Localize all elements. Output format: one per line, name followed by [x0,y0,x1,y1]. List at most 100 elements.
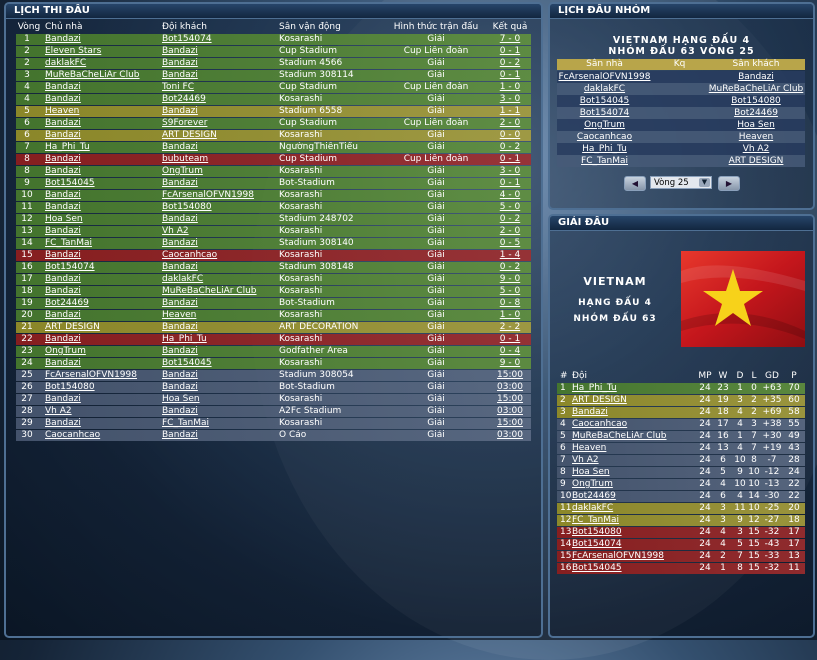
away-team-link[interactable]: Bandazi [162,70,198,80]
match-result-link[interactable]: 2 - 0 [499,226,521,236]
match-result-link[interactable]: 5 - 0 [499,202,521,212]
away-team-link[interactable]: Bandazi [162,346,198,356]
away-team-link[interactable]: Bot154080 [731,96,781,106]
match-result-link[interactable]: 1 - 4 [499,250,521,260]
home-team-link[interactable]: Bandazi [45,130,81,140]
home-team-link[interactable]: Hoa Sen [45,214,83,224]
home-team-link[interactable]: Bandazi [45,166,81,176]
match-result-link[interactable]: 0 - 5 [499,238,521,248]
match-result-link[interactable]: 2 - 0 [499,118,521,128]
away-team-link[interactable]: Bandazi [162,46,198,56]
away-team-link[interactable]: Bot154080 [162,202,212,212]
home-team-link[interactable]: Bandazi [45,394,81,404]
away-team-link[interactable]: Toni FC [162,82,195,92]
home-team-link[interactable]: Bandazi [45,250,81,260]
away-team-link[interactable]: Vh A2 [162,226,189,236]
match-result-link[interactable]: 3 - 0 [499,166,521,176]
team-link[interactable]: daklakFC [572,503,614,513]
away-team-link[interactable]: MuReBaCheLiAr Club [708,84,804,94]
away-team-link[interactable]: Bandazi [162,262,198,272]
team-link[interactable]: FcArsenalOFVN1998 [572,551,664,561]
away-team-link[interactable]: Bot24469 [162,94,206,104]
home-team-link[interactable]: Bot24469 [45,298,89,308]
match-result-link[interactable]: 2 - 2 [499,322,521,332]
team-link[interactable]: Heaven [572,443,607,453]
home-team-link[interactable]: Ha_Phi_Tu [582,144,627,154]
home-team-link[interactable]: Bot154074 [45,262,95,272]
home-team-link[interactable]: Heaven [45,106,80,116]
away-team-link[interactable]: MuReBaCheLiAr Club [162,286,257,296]
match-result-link[interactable]: 0 - 1 [499,46,521,56]
home-team-link[interactable]: FcArsenalOFVN1998 [558,72,651,82]
match-result-link[interactable]: 03:00 [497,382,523,392]
match-result-link[interactable]: 9 - 0 [499,274,521,284]
team-link[interactable]: MuReBaCheLiAr Club [572,431,667,441]
away-team-link[interactable]: OngTrum [162,166,203,176]
home-team-link[interactable]: Bandazi [45,190,81,200]
home-team-link[interactable]: Bot154074 [579,108,630,118]
away-team-link[interactable]: Bandazi [162,430,198,440]
away-team-link[interactable]: ART DESIGN [162,130,217,140]
away-team-link[interactable]: Heaven [738,132,774,142]
home-team-link[interactable]: Bandazi [45,334,81,344]
away-team-link[interactable]: Vh A2 [742,144,770,154]
match-result-link[interactable]: 0 - 1 [499,178,521,188]
away-team-link[interactable]: FC_TanMai [162,418,209,428]
away-team-link[interactable]: Bandazi [162,382,198,392]
match-result-link[interactable]: 0 - 1 [499,70,521,80]
away-team-link[interactable]: Bandazi [162,142,198,152]
match-result-link[interactable]: 0 - 2 [499,142,521,152]
away-team-link[interactable]: Hoa Sen [737,120,775,130]
away-team-link[interactable]: Bandazi [162,370,198,380]
match-result-link[interactable]: 0 - 8 [499,298,521,308]
away-team-link[interactable]: Bandazi [162,406,198,416]
home-team-link[interactable]: Bandazi [45,286,81,296]
home-team-link[interactable]: Bandazi [45,226,81,236]
match-result-link[interactable]: 5 - 0 [499,286,521,296]
team-link[interactable]: FC_TanMai [572,515,619,525]
away-team-link[interactable]: Bandazi [162,322,198,332]
match-result-link[interactable]: 15:00 [497,370,523,380]
match-result-link[interactable]: 0 - 2 [499,214,521,224]
home-team-link[interactable]: Bandazi [45,358,81,368]
home-team-link[interactable]: Caocanhcao [576,132,633,142]
home-team-link[interactable]: Bandazi [45,94,81,104]
away-team-link[interactable]: Bot24469 [734,108,778,118]
match-result-link[interactable]: 0 - 4 [499,346,521,356]
home-team-link[interactable]: MuReBaCheLiAr Club [45,70,140,80]
match-result-link[interactable]: 0 - 2 [499,58,521,68]
match-result-link[interactable]: 1 - 0 [499,310,521,320]
home-team-link[interactable]: Bot154045 [579,96,630,106]
away-team-link[interactable]: bubuteam [162,154,209,164]
home-team-link[interactable]: Caocanhcao [45,430,101,440]
home-team-link[interactable]: Bandazi [45,82,81,92]
away-team-link[interactable]: Heaven [162,310,197,320]
home-team-link[interactable]: Bandazi [45,310,81,320]
match-result-link[interactable]: 03:00 [497,406,523,416]
home-team-link[interactable]: Bot154045 [45,178,95,188]
home-team-link[interactable]: Bandazi [45,418,81,428]
match-result-link[interactable]: 9 - 0 [499,358,521,368]
home-team-link[interactable]: Bandazi [45,118,81,128]
next-round-button[interactable]: ▶ [718,176,740,191]
match-result-link[interactable]: 0 - 1 [499,334,521,344]
match-result-link[interactable]: 03:00 [497,430,523,440]
team-link[interactable]: Caocanhcao [572,419,628,429]
team-link[interactable]: OngTrum [572,479,613,489]
away-team-link[interactable]: Bandazi [162,106,198,116]
home-team-link[interactable]: Bot154080 [45,382,95,392]
team-link[interactable]: Ha_Phi_Tu [572,383,617,393]
away-team-link[interactable]: Bot154074 [162,34,212,44]
away-team-link[interactable]: Bandazi [162,238,198,248]
team-link[interactable]: Bandazi [572,407,608,417]
home-team-link[interactable]: Bandazi [45,154,81,164]
away-team-link[interactable]: Ha_Phi_Tu [162,334,207,344]
home-team-link[interactable]: FcArsenalOFVN1998 [45,370,137,380]
away-team-link[interactable]: Hoa Sen [162,394,200,404]
team-link[interactable]: Bot154045 [572,563,622,573]
home-team-link[interactable]: OngTrum [584,120,625,130]
away-team-link[interactable]: FcArsenalOFVN1998 [162,190,254,200]
home-team-link[interactable]: daklakFC [583,84,626,94]
home-team-link[interactable]: FC_TanMai [581,156,628,166]
away-team-link[interactable]: ART DESIGN [728,156,784,166]
